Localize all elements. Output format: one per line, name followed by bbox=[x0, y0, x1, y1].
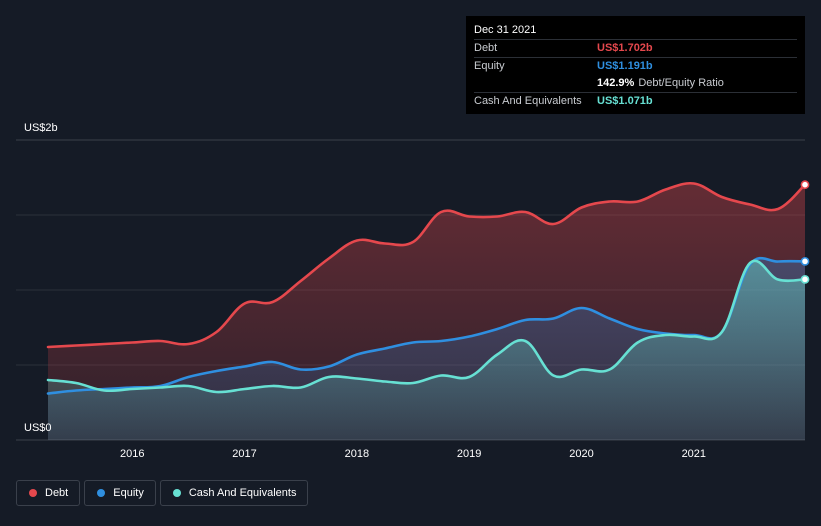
tooltip-cash-value: US$1.071b bbox=[597, 95, 653, 107]
tooltip-debt-row: Debt US$1.702b bbox=[474, 39, 797, 57]
tooltip-equity-label: Equity bbox=[474, 60, 505, 72]
legend-item-debt[interactable]: Debt bbox=[16, 480, 81, 506]
tooltip-debt-label: Debt bbox=[474, 42, 498, 54]
legend-item-cash[interactable]: Cash And Equivalents bbox=[159, 480, 309, 506]
legend-item-equity[interactable]: Equity bbox=[84, 480, 156, 506]
legend-dot-equity bbox=[97, 489, 106, 497]
legend-label-cash: Cash And Equivalents bbox=[188, 487, 297, 499]
tooltip-ratio-row: 142.9% Debt/Equity Ratio bbox=[474, 75, 797, 92]
legend-dot-debt bbox=[29, 489, 37, 497]
tooltip-ratio-value: 142.9% bbox=[597, 77, 635, 89]
cash-area bbox=[48, 260, 805, 440]
x-tick-label: 2021 bbox=[682, 448, 706, 460]
x-tick-label: 2020 bbox=[569, 448, 593, 460]
tooltip-equity-row: Equity US$1.191b bbox=[474, 57, 797, 75]
tooltip-equity-value: US$1.191b bbox=[597, 60, 653, 72]
legend-label-equity: Equity bbox=[113, 487, 144, 499]
debt-endpoint bbox=[800, 180, 810, 190]
y-axis-min-label: US$0 bbox=[24, 422, 52, 434]
series-areas bbox=[48, 183, 805, 440]
debt-line bbox=[46, 181, 807, 349]
equity-endpoint bbox=[800, 256, 810, 266]
tooltip-cash-label: Cash And Equivalents bbox=[474, 95, 582, 107]
legend-dot-cash bbox=[172, 489, 181, 497]
tooltip-debt-value: US$1.702b bbox=[597, 42, 653, 54]
legend-label-debt: Debt bbox=[45, 487, 69, 499]
tooltip-cash-row: Cash And Equivalents US$1.071b bbox=[474, 92, 797, 110]
chart-legend: Debt Equity Cash And Equivalents bbox=[16, 480, 312, 506]
tooltip-ratio-label: Debt/Equity Ratio bbox=[638, 77, 724, 89]
x-tick-label: 2017 bbox=[232, 448, 256, 460]
x-tick-label: 2019 bbox=[457, 448, 481, 460]
cash-line bbox=[46, 259, 807, 394]
series-endpoints bbox=[800, 180, 810, 284]
tooltip-panel: Dec 31 2021 Debt US$1.702b Equity US$1.1… bbox=[466, 16, 805, 114]
tooltip-date: Dec 31 2021 bbox=[474, 24, 537, 36]
y-axis-max-label: US$2b bbox=[24, 122, 58, 134]
series-lines bbox=[46, 181, 807, 395]
cash-endpoint bbox=[800, 274, 810, 284]
x-axis-tick-labels: 2016 2017 2018 2019 2020 2021 bbox=[120, 448, 706, 460]
x-tick-label: 2016 bbox=[120, 448, 144, 460]
x-tick-label: 2018 bbox=[345, 448, 369, 460]
